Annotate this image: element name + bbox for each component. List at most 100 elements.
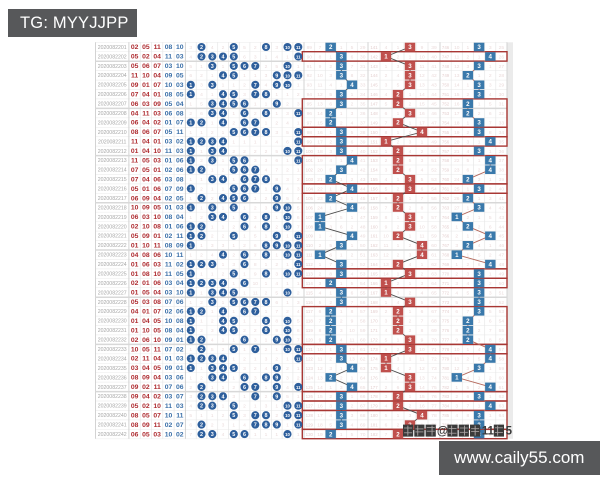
svg-text:37: 37 xyxy=(499,158,505,164)
svg-text:3: 3 xyxy=(489,83,492,89)
svg-text:3: 3 xyxy=(340,412,344,419)
svg-text:5: 5 xyxy=(232,413,235,419)
svg-text:2020082221: 2020082221 xyxy=(98,234,127,240)
svg-text:6: 6 xyxy=(243,281,246,287)
svg-text:2: 2 xyxy=(329,318,333,325)
svg-text:154: 154 xyxy=(370,168,378,173)
svg-text:2: 2 xyxy=(409,243,412,249)
svg-text:8: 8 xyxy=(489,338,492,344)
svg-text:117: 117 xyxy=(306,309,314,314)
svg-text:1: 1 xyxy=(409,120,412,126)
svg-text:3: 3 xyxy=(211,111,214,117)
svg-text:7: 7 xyxy=(189,432,192,438)
svg-text:172: 172 xyxy=(370,338,378,343)
svg-text:18: 18 xyxy=(454,120,460,126)
svg-text:08: 08 xyxy=(176,176,184,183)
svg-text:2: 2 xyxy=(396,309,400,316)
svg-text:45: 45 xyxy=(431,102,437,108)
svg-text:07: 07 xyxy=(165,384,173,391)
svg-text:3: 3 xyxy=(397,64,400,70)
svg-text:4: 4 xyxy=(297,309,300,315)
svg-text:4: 4 xyxy=(329,158,332,164)
svg-text:775: 775 xyxy=(442,319,450,324)
svg-text:07: 07 xyxy=(153,63,161,70)
svg-text:4: 4 xyxy=(189,404,192,410)
svg-text:3: 3 xyxy=(408,110,412,117)
svg-text:3: 3 xyxy=(211,375,214,381)
svg-text:4: 4 xyxy=(200,92,203,98)
svg-text:09: 09 xyxy=(142,195,150,202)
svg-text:1: 1 xyxy=(318,224,322,231)
svg-text:105: 105 xyxy=(306,196,314,201)
svg-text:1: 1 xyxy=(318,214,322,221)
svg-text:3: 3 xyxy=(265,158,268,164)
svg-text:10: 10 xyxy=(253,281,259,287)
svg-text:772: 772 xyxy=(442,290,450,295)
svg-text:2: 2 xyxy=(200,253,203,259)
svg-text:1: 1 xyxy=(232,139,235,145)
svg-text:161: 161 xyxy=(370,234,378,239)
svg-text:39: 39 xyxy=(499,177,505,183)
svg-text:2: 2 xyxy=(455,272,458,278)
svg-text:8: 8 xyxy=(421,205,424,211)
svg-text:7: 7 xyxy=(351,149,354,155)
svg-text:749: 749 xyxy=(442,73,450,78)
svg-text:2020082236: 2020082236 xyxy=(98,375,127,381)
svg-text:1: 1 xyxy=(200,413,203,419)
svg-text:1: 1 xyxy=(478,139,481,145)
svg-text:6: 6 xyxy=(455,309,458,315)
svg-text:24: 24 xyxy=(317,205,323,211)
svg-text:6: 6 xyxy=(329,102,332,108)
svg-text:25: 25 xyxy=(454,187,460,193)
svg-text:2: 2 xyxy=(222,347,225,353)
svg-text:766: 766 xyxy=(442,234,450,239)
svg-text:2: 2 xyxy=(351,253,354,259)
svg-text:3: 3 xyxy=(211,83,214,89)
svg-text:5: 5 xyxy=(232,291,235,297)
svg-text:2: 2 xyxy=(200,121,203,127)
svg-text:08: 08 xyxy=(131,412,139,419)
svg-text:08: 08 xyxy=(131,422,139,429)
svg-text:4: 4 xyxy=(385,328,388,334)
svg-text:07: 07 xyxy=(131,91,139,98)
svg-text:3: 3 xyxy=(408,63,412,70)
svg-text:11: 11 xyxy=(296,423,301,428)
svg-text:05: 05 xyxy=(131,63,139,70)
svg-text:1: 1 xyxy=(385,64,388,70)
svg-text:1: 1 xyxy=(222,205,225,211)
svg-text:6: 6 xyxy=(385,347,388,353)
svg-text:4: 4 xyxy=(265,83,268,89)
svg-text:751: 751 xyxy=(442,92,450,97)
svg-text:2: 2 xyxy=(478,111,481,117)
svg-text:4: 4 xyxy=(420,129,424,136)
svg-text:3: 3 xyxy=(455,243,458,249)
svg-text:2: 2 xyxy=(200,45,203,51)
svg-text:01: 01 xyxy=(165,224,173,231)
svg-text:9: 9 xyxy=(254,272,257,278)
svg-text:7: 7 xyxy=(467,404,470,410)
svg-text:145: 145 xyxy=(370,83,378,88)
svg-text:07: 07 xyxy=(165,346,173,353)
svg-text:3: 3 xyxy=(275,130,278,136)
svg-text:20: 20 xyxy=(317,168,323,174)
svg-text:66: 66 xyxy=(431,300,437,306)
svg-text:9: 9 xyxy=(455,338,458,344)
svg-text:2020082214: 2020082214 xyxy=(98,168,127,174)
svg-text:3: 3 xyxy=(408,224,412,231)
svg-text:9: 9 xyxy=(275,328,278,334)
svg-text:3: 3 xyxy=(243,92,246,98)
svg-text:71: 71 xyxy=(431,347,437,353)
svg-text:2: 2 xyxy=(200,300,203,306)
svg-text:07: 07 xyxy=(176,422,184,429)
svg-text:04: 04 xyxy=(153,356,161,363)
svg-text:1: 1 xyxy=(189,375,192,381)
svg-text:782: 782 xyxy=(442,385,450,390)
svg-text:45: 45 xyxy=(360,196,366,202)
svg-text:6: 6 xyxy=(409,168,412,174)
svg-text:2: 2 xyxy=(200,385,203,391)
svg-text:01: 01 xyxy=(176,365,184,372)
svg-text:5: 5 xyxy=(232,234,235,240)
svg-text:1: 1 xyxy=(340,281,343,287)
svg-text:5: 5 xyxy=(385,187,388,193)
svg-text:1: 1 xyxy=(421,262,424,268)
